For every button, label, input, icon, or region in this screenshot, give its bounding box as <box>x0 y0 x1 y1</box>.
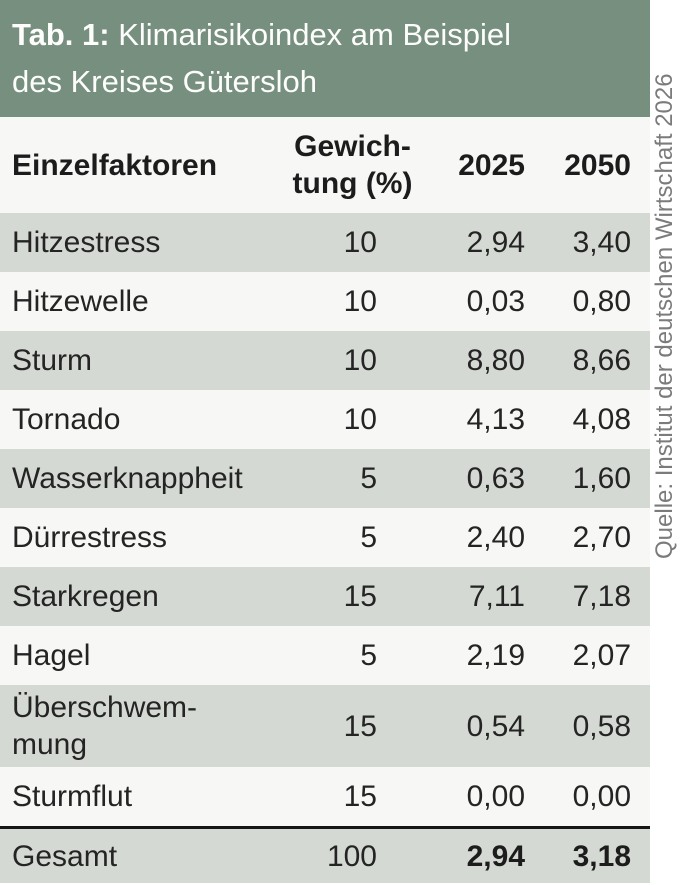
cell-factor-label: Sturmflut <box>12 780 133 813</box>
table-row: Sturmflut 15 0,00 0,00 <box>0 767 650 826</box>
cell-weight: 15 <box>343 709 377 743</box>
cell-value-2050: 3,40 <box>572 226 631 259</box>
cell-factor-label: Tornado <box>12 403 121 436</box>
table-row: Tornado 10 4,13 4,08 <box>0 390 650 449</box>
cell-weight: 15 <box>343 580 377 613</box>
cell-value-2050: 4,08 <box>572 403 631 436</box>
total-value-2050: 3,18 <box>572 839 631 873</box>
cell-weight: 5 <box>360 462 377 495</box>
cell-factor-label: Starkregen <box>12 580 159 613</box>
cell-weight: 5 <box>360 521 377 554</box>
cell-factor-label: Hitzestress <box>12 226 161 259</box>
cell-weight: 10 <box>343 285 377 318</box>
table-row: Überschwem- mung 15 0,54 0,58 <box>0 685 650 767</box>
cell-value-2025: 0,63 <box>466 462 525 495</box>
total-value-2025: 2,94 <box>466 839 525 873</box>
table-row: Hagel 5 2,19 2,07 <box>0 626 650 685</box>
cell-value-2050: 1,60 <box>572 462 631 495</box>
cell-weight: 5 <box>360 639 377 672</box>
cell-factor-label: Hitzewelle <box>12 285 149 318</box>
table-number-label: Tab. 1: <box>12 17 110 52</box>
cell-value-2050: 2,07 <box>572 639 631 672</box>
cell-factor-label: Dürrestress <box>12 521 168 554</box>
col-header-2050: 2050 <box>564 148 631 182</box>
cell-factor-label: Hagel <box>12 639 91 672</box>
cell-factor-label: Überschwem- mung <box>12 691 198 761</box>
table-row: Sturm 10 8,80 8,66 <box>0 331 650 390</box>
table-total-row: Gesamt 100 2,94 3,18 <box>0 829 650 883</box>
cell-value-2025: 8,80 <box>466 344 525 377</box>
cell-value-2025: 0,03 <box>466 285 525 318</box>
cell-value-2050: 0,00 <box>572 780 631 813</box>
cell-value-2050: 0,80 <box>572 285 631 318</box>
table-title-text: Klimarisikoindex am Beispiel des Kreises… <box>12 17 512 99</box>
table-row: Hitzewelle 10 0,03 0,80 <box>0 272 650 331</box>
cell-value-2025: 4,13 <box>466 403 525 436</box>
source-citation: Quelle: Institut der deutschen Wirtschaf… <box>651 73 678 559</box>
table-row: Dürrestress 5 2,40 2,70 <box>0 508 650 567</box>
cell-value-2025: 2,94 <box>466 226 525 259</box>
total-label: Gesamt <box>12 839 118 873</box>
table-header-row: Einzelfaktoren Gewich- tung (%) 2025 205… <box>0 117 650 213</box>
cell-value-2050: 8,66 <box>572 344 631 377</box>
table-row: Wasserknappheit 5 0,63 1,60 <box>0 449 650 508</box>
cell-value-2025: 7,11 <box>468 580 525 613</box>
table-row: Hitzestress 10 2,94 3,40 <box>0 213 650 272</box>
cell-weight: 10 <box>343 403 377 436</box>
col-header-gewichtung: Gewich- tung (%) <box>292 130 413 200</box>
cell-value-2050: 0,58 <box>572 709 631 743</box>
table-title-bar: Tab. 1: Klimarisikoindex am Beispiel des… <box>0 0 650 117</box>
col-header-2025: 2025 <box>458 148 525 182</box>
table-body: Hitzestress 10 2,94 3,40 Hitzewelle 10 0… <box>0 213 650 826</box>
col-header-einzelfaktoren: Einzelfaktoren <box>12 148 218 182</box>
cell-value-2025: 2,40 <box>466 521 525 554</box>
cell-factor-label: Sturm <box>12 344 93 377</box>
cell-value-2025: 0,54 <box>466 709 525 743</box>
table-row: Starkregen 15 7,11 7,18 <box>0 567 650 626</box>
climate-risk-table: Tab. 1: Klimarisikoindex am Beispiel des… <box>0 0 650 883</box>
cell-weight: 15 <box>343 780 377 813</box>
total-weight: 100 <box>326 839 377 873</box>
cell-weight: 10 <box>343 226 377 259</box>
cell-factor-label: Wasserknappheit <box>12 462 243 495</box>
cell-weight: 10 <box>343 344 377 377</box>
cell-value-2025: 0,00 <box>466 780 525 813</box>
cell-value-2050: 7,18 <box>572 580 631 613</box>
cell-value-2025: 2,19 <box>466 639 525 672</box>
total-separator-line <box>0 826 650 829</box>
cell-value-2050: 2,70 <box>572 521 631 554</box>
